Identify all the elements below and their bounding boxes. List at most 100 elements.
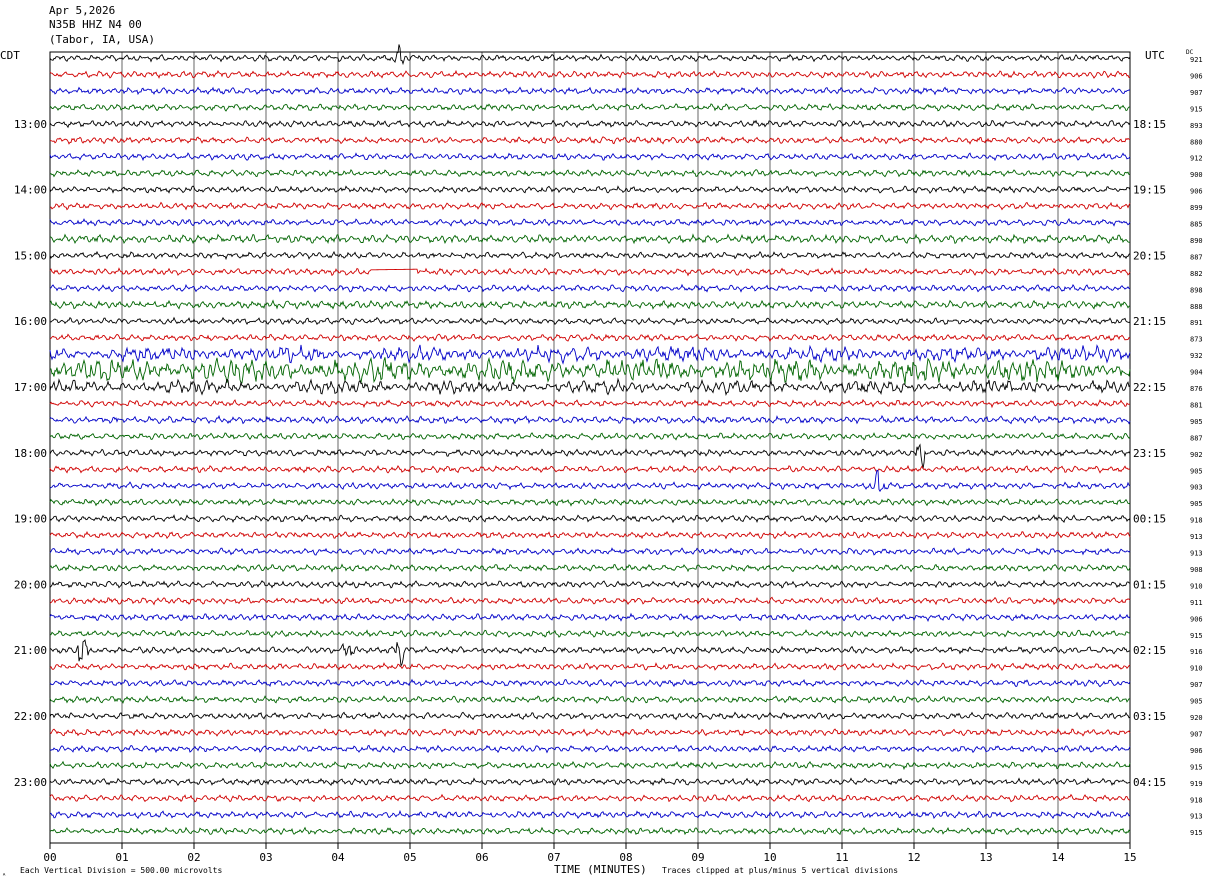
clip-note: Traces clipped at plus/minus 5 vertical … <box>662 866 899 875</box>
seismic-trace <box>49 152 1131 162</box>
dc-offset-label: 906 <box>1190 747 1203 755</box>
x-tick-label: 08 <box>619 851 632 864</box>
right-hour-label: 00:15 <box>1133 513 1166 526</box>
dc-offset-header: DC <box>1186 49 1194 56</box>
x-tick-label: 13 <box>979 851 992 864</box>
x-tick-label: 00 <box>43 851 56 864</box>
seismic-trace <box>49 639 1131 668</box>
right-hour-label: 20:15 <box>1133 249 1166 262</box>
x-tick-label: 15 <box>1123 851 1136 864</box>
x-tick-label: 05 <box>403 851 416 864</box>
left-hour-label: 22:00 <box>14 710 47 723</box>
seismic-trace <box>49 283 1131 293</box>
seismic-trace <box>49 662 1131 672</box>
left-hour-label: 16:00 <box>14 315 47 328</box>
dc-offset-label: 880 <box>1190 138 1203 146</box>
dc-offset-label: 893 <box>1190 122 1203 130</box>
seismic-trace <box>49 760 1131 771</box>
dc-offset-label: 885 <box>1190 221 1203 229</box>
seismic-trace <box>49 777 1131 787</box>
seismic-trace <box>49 432 1131 441</box>
seismic-trace <box>49 596 1131 606</box>
seismic-trace <box>49 744 1131 754</box>
seismic-trace <box>49 344 1131 365</box>
x-tick-label: 14 <box>1051 851 1065 864</box>
dc-offset-label: 888 <box>1190 303 1203 311</box>
left-hour-label: 15:00 <box>14 249 47 262</box>
corner-mark: ᴬ <box>2 872 7 880</box>
seismic-trace <box>49 793 1131 803</box>
seismic-trace <box>49 530 1131 540</box>
right-timezone-label: UTC <box>1145 49 1165 62</box>
scale-note: Each Vertical Division = 500.00 microvol… <box>20 866 223 875</box>
left-hour-label: 19:00 <box>14 513 47 526</box>
seismic-trace <box>49 44 1131 66</box>
left-hour-label: 21:00 <box>14 644 47 657</box>
dc-offset-label: 918 <box>1190 517 1203 525</box>
seismic-trace <box>49 136 1131 145</box>
plot-date: Apr 5,2026 <box>49 4 116 17</box>
dc-offset-label: 900 <box>1190 171 1203 179</box>
seismic-trace <box>49 218 1131 227</box>
left-timezone-label: CDT <box>0 49 20 62</box>
seismic-trace <box>49 809 1131 820</box>
seismic-trace <box>49 711 1131 721</box>
left-hour-label: 14:00 <box>14 184 47 197</box>
seismic-trace <box>49 333 1131 343</box>
dc-offset-label: 904 <box>1190 369 1203 377</box>
dc-offset-label: 876 <box>1190 385 1203 393</box>
dc-offset-label: 907 <box>1190 730 1203 738</box>
dc-offset-label: 908 <box>1190 566 1203 574</box>
dc-offset-label: 902 <box>1190 451 1203 459</box>
dc-offset-label: 919 <box>1190 780 1203 788</box>
seismic-trace <box>49 119 1131 129</box>
right-hour-label: 21:15 <box>1133 315 1166 328</box>
x-tick-label: 01 <box>115 851 128 864</box>
dc-offset-label: 905 <box>1190 698 1203 706</box>
seismic-trace <box>49 563 1131 573</box>
dc-offset-label: 891 <box>1190 319 1203 327</box>
seismic-trace <box>49 250 1131 261</box>
seismic-trace <box>49 103 1131 112</box>
dc-offset-label: 898 <box>1190 286 1203 294</box>
x-tick-label: 07 <box>547 851 560 864</box>
dc-offset-label: 873 <box>1190 336 1203 344</box>
x-tick-label: 06 <box>475 851 488 864</box>
seismic-trace <box>49 169 1131 178</box>
dc-offset-label: 913 <box>1190 813 1203 821</box>
dc-offset-label: 915 <box>1190 632 1203 640</box>
dc-offset-label: 906 <box>1190 615 1203 623</box>
x-tick-label: 09 <box>691 851 704 864</box>
seismic-trace <box>49 443 1131 469</box>
seismic-trace <box>49 612 1131 623</box>
station-location: (Tabor, IA, USA) <box>49 33 155 46</box>
dc-offset-label: 915 <box>1190 763 1203 771</box>
right-hour-label: 19:15 <box>1133 184 1166 197</box>
seismic-trace <box>49 201 1131 211</box>
seismic-trace <box>49 233 1131 245</box>
right-hour-label: 18:15 <box>1133 118 1166 131</box>
dc-offset-label: 910 <box>1190 665 1203 673</box>
seismic-trace <box>49 695 1131 704</box>
dc-offset-label: 887 <box>1190 253 1203 261</box>
dc-offset-label: 899 <box>1190 204 1203 212</box>
seismic-trace <box>49 513 1131 524</box>
seismic-trace <box>49 464 1131 474</box>
dc-offset-label: 905 <box>1190 467 1203 475</box>
seismic-trace <box>49 826 1131 836</box>
station-code: N35B HHZ N4 00 <box>49 18 142 31</box>
dc-offset-label: 921 <box>1190 56 1203 64</box>
x-tick-label: 10 <box>763 851 776 864</box>
seismic-trace <box>49 678 1131 688</box>
dc-offset-label: 916 <box>1190 648 1203 656</box>
seismic-trace <box>49 185 1131 194</box>
dc-offset-label: 912 <box>1190 155 1203 163</box>
dc-offset-label: 906 <box>1190 188 1203 196</box>
dc-offset-label: 882 <box>1190 270 1203 278</box>
dc-offset-label: 890 <box>1190 237 1203 245</box>
dc-offset-label: 907 <box>1190 681 1203 689</box>
x-tick-label: 11 <box>835 851 848 864</box>
seismic-trace <box>49 469 1131 493</box>
right-hour-label: 04:15 <box>1133 776 1166 789</box>
right-hour-label: 03:15 <box>1133 710 1166 723</box>
